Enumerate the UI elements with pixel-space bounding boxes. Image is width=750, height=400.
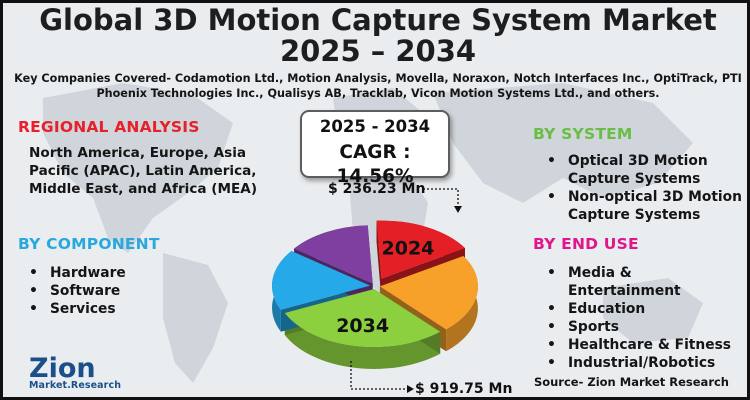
regional-analysis-heading: REGIONAL ANALYSIS bbox=[18, 118, 200, 136]
cagr-value: CAGR : 14.56% bbox=[336, 142, 414, 187]
source-text: Source- Zion Market Research bbox=[533, 375, 729, 389]
pie-chart: 2024 2034 bbox=[272, 188, 478, 393]
list-item: Industrial/Robotics bbox=[543, 354, 747, 372]
by-system-heading: BY SYSTEM bbox=[533, 125, 633, 143]
pie-slice-side-2034 bbox=[284, 312, 441, 369]
list-item: Healthcare & Fitness bbox=[543, 336, 747, 354]
zion-logo: Zion Market.Research bbox=[29, 353, 149, 397]
pie-label-2034: 2034 bbox=[336, 315, 389, 337]
list-item: Education bbox=[543, 300, 747, 318]
logo-subtext: Market.Research bbox=[29, 380, 122, 391]
regional-analysis-text: North America, Europe, Asia Pacific (APA… bbox=[29, 145, 258, 197]
callout-arrow-2024 bbox=[454, 206, 462, 213]
cagr-box: 2025 - 2034 CAGR : 14.56% bbox=[300, 110, 450, 187]
list-item: Sports bbox=[543, 318, 747, 336]
component-list: Hardware Software Services bbox=[25, 264, 126, 318]
callout-2024-value: $ 236.23 Mn bbox=[328, 181, 426, 197]
pie-slice-blue bbox=[272, 250, 371, 310]
pie-label-2024: 2024 bbox=[382, 238, 435, 260]
cagr-years: 2025 - 2034 bbox=[319, 117, 431, 136]
list-item: Media & Entertainment bbox=[543, 264, 747, 300]
callout-arrow-2034 bbox=[407, 385, 414, 393]
list-item: Software bbox=[25, 282, 126, 300]
list-item: Hardware bbox=[25, 264, 126, 282]
list-item: Optical 3D Motion Capture Systems bbox=[543, 152, 743, 188]
system-list: Optical 3D Motion Capture Systems Non-op… bbox=[543, 152, 743, 224]
title-line-1: Global 3D Motion Capture System Market bbox=[39, 3, 717, 37]
pie-slice-wall-2024 bbox=[376, 220, 382, 301]
list-item: Services bbox=[25, 300, 126, 318]
page-title: Global 3D Motion Capture System Market 2… bbox=[3, 3, 747, 68]
by-component-heading: BY COMPONENT bbox=[18, 235, 160, 253]
title-line-2: 2025 – 2034 bbox=[279, 34, 477, 68]
companies-text: Key Companies Covered- Codamotion Ltd., … bbox=[14, 72, 742, 100]
logo-wordmark: Zion bbox=[29, 353, 96, 384]
list-item: Non-optical 3D Motion Capture Systems bbox=[543, 188, 743, 224]
callout-line-2034 bbox=[350, 361, 408, 390]
callout-2034-value: $ 919.75 Mn bbox=[415, 381, 513, 397]
end-use-list: Media & Entertainment Education Sports H… bbox=[543, 264, 747, 372]
by-end-use-heading: BY END USE bbox=[533, 235, 639, 253]
pie-slice-orange bbox=[379, 255, 478, 330]
callout-line-2024 bbox=[423, 188, 459, 206]
pie-slice-2034 bbox=[284, 288, 441, 347]
pie-slice-2024 bbox=[376, 220, 465, 279]
pie-slice-purple bbox=[294, 225, 373, 284]
